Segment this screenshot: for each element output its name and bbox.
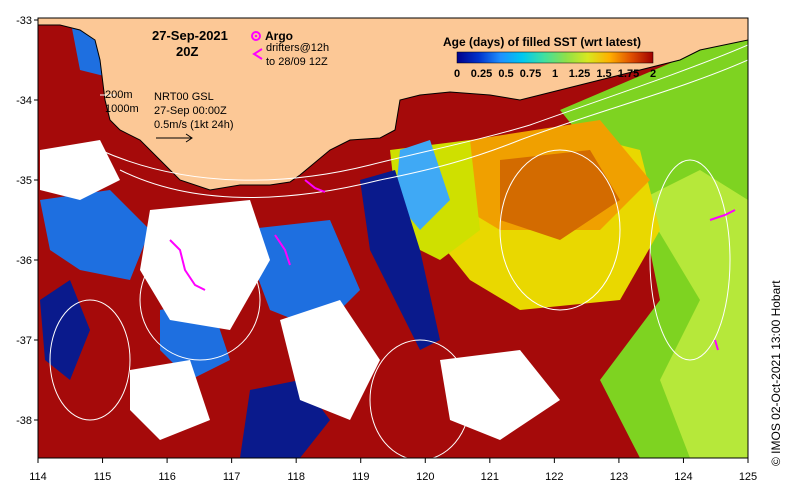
colorbar-tick-label: 0.5 <box>498 68 513 80</box>
colorbar-tick-label: 1 <box>552 68 558 80</box>
longitude-label: 117 <box>223 471 241 483</box>
blue-patch-1 <box>40 190 150 280</box>
longitude-label: 121 <box>481 471 499 483</box>
longitude-label: 122 <box>545 471 563 483</box>
credit-text: © IMOS 02-Oct-2021 13:00 Hobart <box>769 280 783 466</box>
longitude-label: 115 <box>94 471 112 483</box>
contour-1000-label: 1000m <box>105 103 139 115</box>
colorbar-ticks: 0 0.25 0.5 0.75 1 1.25 1.5 1.75 2 <box>454 68 656 80</box>
latitude-labels: -33 -34 -35 -36 -37 -38 <box>16 15 32 427</box>
longitude-labels: 114 115 116 117 118 119 120 121 122 123 124 125 <box>29 471 757 483</box>
missing-data-4 <box>440 350 560 440</box>
map-frame <box>37 17 749 459</box>
colorbar-tick-label: 0.75 <box>520 68 541 80</box>
longitude-label: 123 <box>610 471 628 483</box>
lightblue-region <box>395 140 450 230</box>
longitude-label: 118 <box>287 471 305 483</box>
time-title: 20Z <box>176 44 198 59</box>
date-title: 27-Sep-2021 <box>152 28 228 43</box>
colorbar-tick-label: 1.5 <box>596 68 611 80</box>
latitude-label: -33 <box>16 15 32 27</box>
drifter-tracks <box>169 179 736 351</box>
longitude-label: 119 <box>352 471 370 483</box>
latitude-label: -36 <box>16 255 32 267</box>
longitude-label: 114 <box>29 471 47 483</box>
latitude-label: -38 <box>16 415 32 427</box>
colorbar-tick-label: 2 <box>650 68 656 80</box>
current-scale-arrow <box>156 133 193 143</box>
colorbar-tick-label: 1.75 <box>618 68 639 80</box>
currents-line-3: 0.5m/s (1kt 24h) <box>154 119 233 131</box>
argo-icon <box>251 31 261 41</box>
blue-patch-2 <box>240 220 360 330</box>
colorbar-tick-label: 0 <box>454 68 460 80</box>
latitude-label: -34 <box>16 95 32 107</box>
missing-data-1 <box>140 200 270 330</box>
contour-lines <box>49 44 748 458</box>
latitude-label: -35 <box>16 175 32 187</box>
longitude-label: 125 <box>739 471 757 483</box>
longitude-label: 116 <box>158 471 176 483</box>
coastline <box>38 24 748 191</box>
contour-200-label: 200m <box>105 89 133 101</box>
missing-data-3 <box>280 300 380 420</box>
latitude-label: -37 <box>16 335 32 347</box>
axis-ticks <box>34 19 749 463</box>
colorbar-title: Age (days) of filled SST (wrt latest) <box>443 35 641 49</box>
currents-line-1: NRT00 GSL <box>154 91 214 103</box>
currents-line-2: 27-Sep 00:00Z <box>154 105 227 117</box>
darkorange-region <box>500 150 620 240</box>
colorbar-tick-label: 0.25 <box>471 68 492 80</box>
navy-patch-west <box>40 280 90 380</box>
longitude-label: 120 <box>416 471 434 483</box>
missing-data-5 <box>130 360 210 440</box>
drifter-icon <box>252 48 263 60</box>
missing-data-2 <box>40 140 120 200</box>
drifters-label: drifters@12h <box>266 42 329 54</box>
navy-streak <box>360 170 440 350</box>
argo-label: Argo <box>265 29 293 43</box>
colorbar-tick-label: 1.25 <box>569 68 590 80</box>
lightgreen-region <box>640 170 748 458</box>
drifters-label-2: to 28/09 12Z <box>266 56 328 68</box>
longitude-label: 124 <box>674 471 692 483</box>
colorbar <box>456 51 654 64</box>
